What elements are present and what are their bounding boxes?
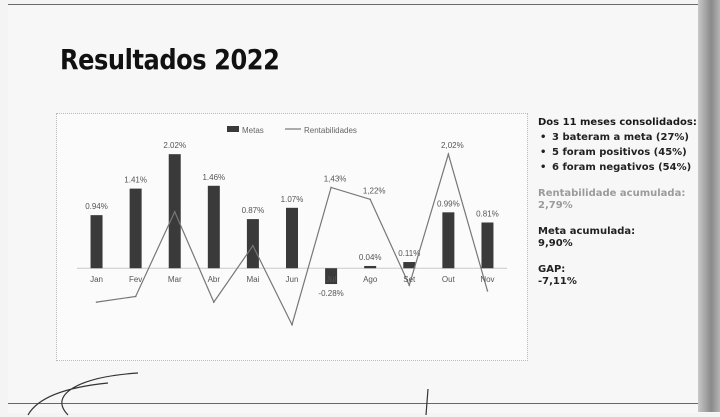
rentabilidade-value: 2,79%: [538, 200, 573, 211]
bar-abr: [207, 185, 220, 269]
rentabilidade-label: Rentabilidade acumulada:: [538, 188, 686, 199]
tick-label-fev: Fev: [129, 275, 142, 284]
slide: Resultados 2022 Metas Rentabilidades 0.94%…: [8, 4, 720, 416]
meta-value: 9,90%: [538, 238, 573, 249]
summary-list: 3 bateram a meta (27%) 5 foram positivos…: [538, 132, 718, 174]
line-label-jul: 1,43%: [324, 174, 347, 183]
page-title: Resultados 2022: [60, 43, 280, 76]
bar-label-jun: 1.07%: [281, 195, 304, 204]
summary-bullet-negative: 6 foram negativos (54%): [538, 162, 718, 174]
line-point-out: [447, 153, 450, 155]
bar-label-mar: 2.02%: [163, 141, 186, 150]
tick-label-nov: Nov: [480, 275, 494, 284]
tick-label-mar: Mar: [168, 275, 182, 284]
bar-label-nov: 0.81%: [476, 209, 499, 218]
bar-jan: [90, 215, 103, 269]
line-point-ago: [369, 198, 371, 201]
bar-out: [442, 212, 455, 269]
line-point-abr: [213, 301, 215, 303]
bar-nov: [481, 222, 494, 269]
legend-label-bar: Metas: [242, 126, 264, 135]
bar-fev: [129, 188, 142, 269]
page-edge-shadow: [698, 0, 720, 412]
bar-label-out: 0.99%: [437, 199, 460, 208]
summary-panel: Dos 11 meses consolidados: 3 bateram a m…: [538, 117, 718, 288]
meta-label: Meta acumulada:: [538, 226, 636, 237]
summary-bullet-positive: 5 foram positivos (45%): [538, 147, 718, 159]
footer-line: [8, 403, 720, 404]
legend-label-line: Rentabilidades: [304, 126, 357, 135]
bar-set: [403, 262, 416, 269]
bar-label-fev: 1.41%: [124, 176, 147, 185]
bar-ago: [364, 265, 377, 269]
legend-swatch-bar: [227, 126, 239, 132]
bar-mai: [246, 219, 259, 269]
tick-label-ago: Ago: [363, 275, 378, 284]
bar-label-set: 0.11%: [398, 249, 420, 258]
bar-jul: [325, 268, 338, 285]
chart-frame: Metas Rentabilidades 0.94% 1.41% 2.02% 1.46% 0…: [56, 113, 528, 361]
line-point-set: [408, 284, 411, 286]
line-label-out: 2,02%: [441, 141, 464, 150]
bar-label-ago: 0.04%: [359, 253, 382, 262]
handwritten-scribble: [27, 372, 429, 416]
bar-label-mai: 0.87%: [242, 206, 265, 215]
chart: Metas Rentabilidades 0.94% 1.41% 2.02% 1.46% 0…: [77, 126, 507, 327]
tick-label-jan: Jan: [90, 275, 103, 284]
bar-label-abr: 1.46%: [202, 173, 225, 182]
line-point-mar: [173, 210, 176, 213]
summary-bullet-met: 3 bateram a meta (27%): [538, 132, 718, 144]
bar-jun: [286, 207, 298, 269]
tick-label-abr: Abr: [208, 275, 221, 284]
tick-label-jun: Jun: [286, 275, 299, 284]
gap-label: GAP:: [538, 264, 566, 275]
tick-label-jul: Jul: [326, 275, 336, 284]
line-point-mai: [252, 244, 254, 247]
line-point-nov: [486, 290, 489, 292]
line-label-ago: 1,22%: [363, 186, 386, 195]
tick-label-mai: Mai: [246, 275, 259, 284]
gap-value: -7,11%: [538, 276, 577, 287]
summary-header: Dos 11 meses consolidados:: [538, 117, 697, 128]
tick-label-out: Out: [442, 275, 456, 284]
line-point-fev: [134, 295, 137, 298]
tick-label-set: Set: [403, 275, 416, 284]
line-point-jun: [291, 323, 293, 326]
bar-label-jul: -0.28%: [318, 289, 343, 298]
bar-label-jan: 0.94%: [85, 202, 108, 211]
line-point-jan: [95, 301, 98, 303]
line-point-jul: [330, 186, 332, 189]
